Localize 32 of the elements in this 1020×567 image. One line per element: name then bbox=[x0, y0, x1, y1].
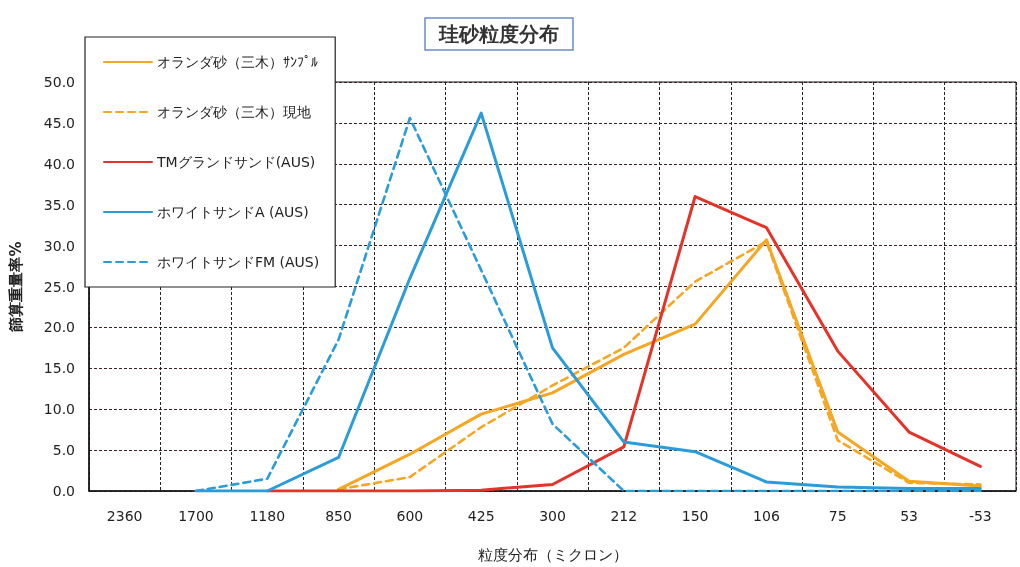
y-tick-label: 45.0 bbox=[43, 114, 75, 131]
x-tick-label: 300 bbox=[539, 508, 566, 524]
x-axis-title: 粒度分布（ミクロン） bbox=[477, 545, 628, 564]
y-tick-label: 30.0 bbox=[43, 237, 75, 254]
x-tick-label: 75 bbox=[828, 508, 847, 524]
x-tick-label: 2360 bbox=[106, 508, 143, 524]
legend-label: オランダ砂（三木）ｻﾝﾌﾟﾙ bbox=[157, 54, 318, 70]
legend-label: オランダ砂（三木）現地 bbox=[157, 104, 311, 120]
legend-label: ホワイトサンドA (AUS) bbox=[157, 204, 309, 220]
x-tick-label: 1180 bbox=[249, 508, 286, 524]
x-tick-label: 600 bbox=[396, 508, 424, 524]
y-tick-label: 35.0 bbox=[43, 196, 75, 213]
x-tick-label: 1700 bbox=[178, 508, 214, 524]
y-tick-label: 15.0 bbox=[43, 360, 75, 377]
y-tick-label: 10.0 bbox=[43, 401, 75, 418]
y-tick-label: 40.0 bbox=[43, 155, 75, 172]
x-tick-label: 212 bbox=[610, 508, 638, 524]
x-tick-label: 106 bbox=[753, 508, 780, 524]
x-tick-label: 150 bbox=[681, 508, 709, 524]
y-tick-label: 50.0 bbox=[43, 74, 75, 90]
x-tick-label: 425 bbox=[467, 508, 495, 524]
x-tick-label: 53 bbox=[900, 508, 918, 524]
legend-label: TMグランドサンド(AUS) bbox=[156, 154, 316, 170]
y-tick-label: 25.0 bbox=[43, 278, 75, 295]
chart-title: 珪砂粒度分布 bbox=[438, 22, 559, 46]
y-tick-label: 20.0 bbox=[43, 319, 75, 336]
x-tick-label: 850 bbox=[325, 508, 352, 524]
legend-label: ホワイトサンドFM (AUS) bbox=[157, 254, 320, 270]
x-tick-label: -53 bbox=[968, 508, 992, 524]
y-tick-label: 0.0 bbox=[52, 483, 75, 499]
y-tick-label: 5.0 bbox=[52, 442, 75, 459]
y-axis-title: 篩算重量率% bbox=[6, 241, 25, 333]
